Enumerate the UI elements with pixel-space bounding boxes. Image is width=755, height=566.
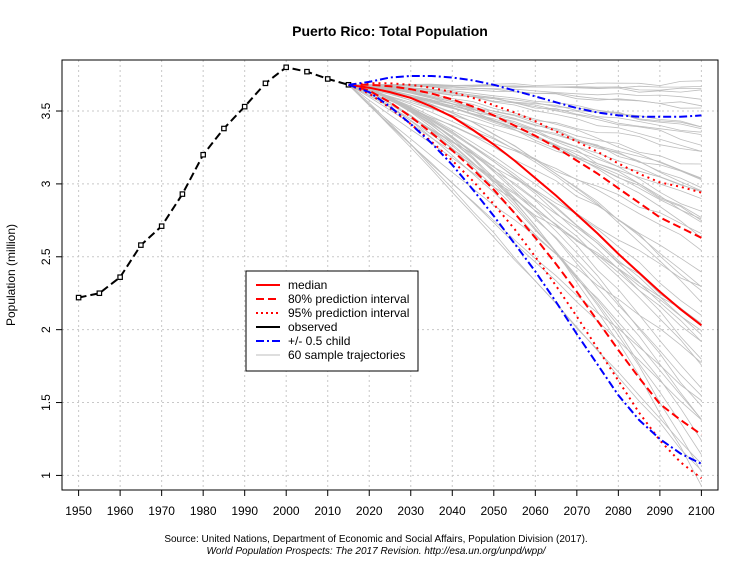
trajectory-10 [348, 84, 702, 146]
series-lines [75, 64, 703, 480]
observed-point-2 [117, 274, 123, 280]
trajectory-45 [348, 84, 702, 181]
x-tick-label-0: 1950 [65, 504, 92, 518]
observed-point-6 [200, 151, 206, 158]
trajectory-36 [348, 84, 702, 251]
trajectory-22 [348, 84, 702, 465]
trajectory-53 [348, 84, 702, 93]
x-tick-label-9: 2040 [439, 504, 466, 518]
trajectory-26 [348, 84, 702, 441]
y-tick-label-4: 3 [39, 180, 53, 187]
trajectory-5 [348, 84, 702, 165]
legend-label-1: 80% prediction interval [288, 292, 409, 306]
trajectory-49 [348, 84, 702, 288]
source-line-2: World Population Prospects: The 2017 Rev… [206, 546, 546, 557]
trajectory-44 [348, 84, 702, 199]
trajectory-51 [348, 84, 702, 471]
y-tick-label-2: 2 [39, 326, 53, 333]
x-tick-label-7: 2020 [356, 504, 383, 518]
observed-point-7 [221, 125, 227, 132]
x-tick-label-10: 2050 [480, 504, 507, 518]
x-tick-label-14: 2090 [647, 504, 674, 518]
trajectory-59 [348, 84, 702, 223]
y-axis: 1 1.5 2 2.5 3 3.5 [39, 102, 62, 479]
series-line-1 [348, 83, 703, 327]
observed-point-0 [75, 294, 82, 301]
trajectory-48 [348, 84, 702, 109]
series-line-2 [348, 83, 702, 239]
observed-point-12 [324, 76, 331, 82]
x-tick-label-11: 2060 [522, 504, 549, 518]
observed-point-10 [283, 64, 290, 71]
trajectory-57 [348, 84, 702, 366]
trajectory-56 [348, 84, 702, 316]
trajectory-37 [348, 84, 702, 273]
x-tick-label-4: 1990 [231, 504, 258, 518]
source-line-1: Source: United Nations, Department of Ec… [164, 534, 587, 545]
chart-title: Puerto Rico: Total Population [292, 23, 488, 39]
series-line-0 [78, 66, 349, 299]
trajectory-54 [348, 84, 702, 407]
trajectory-52 [348, 84, 702, 364]
y-tick-label-3: 2.5 [39, 248, 53, 265]
y-axis-label: Population (million) [4, 224, 18, 326]
legend-box [245, 270, 419, 372]
y-tick-label-1: 1.5 [39, 394, 53, 411]
legend-label-3: observed [288, 320, 337, 334]
x-axis: 1950 1960 1970 1980 1990 2000 2010 2020 2030 2040… [65, 490, 715, 518]
legend-label-0: median [288, 278, 327, 292]
observed-point-9 [262, 80, 269, 87]
trajectory-6 [348, 84, 702, 212]
observed-point-5 [179, 191, 186, 197]
series-line-7 [348, 83, 702, 465]
observed-point-1 [96, 290, 103, 297]
x-tick-label-5: 2000 [273, 504, 300, 518]
observed-point-4 [158, 223, 165, 229]
x-tick-label-2: 1970 [148, 504, 175, 518]
y-tick-label-0: 1 [39, 472, 53, 479]
x-tick-label-1: 1960 [107, 504, 134, 518]
trajectory-33 [348, 84, 702, 221]
trajectory-42 [348, 84, 702, 133]
trajectory-31 [348, 84, 702, 473]
observed-point-11 [304, 68, 310, 75]
y-tick-label-5: 3.5 [39, 102, 53, 119]
x-tick-label-3: 1980 [190, 504, 217, 518]
series-line-4 [348, 82, 702, 194]
trajectory-12 [348, 84, 702, 401]
legend-label-5: 60 sample trajectories [288, 348, 405, 362]
trajectory-29 [348, 84, 702, 130]
x-tick-label-8: 2030 [397, 504, 424, 518]
trajectory-55 [348, 84, 702, 135]
series-line-6 [348, 75, 702, 118]
trajectory-32 [348, 80, 702, 87]
trajectory-9 [348, 84, 702, 287]
x-tick-label-15: 2100 [688, 504, 715, 518]
trajectory-25 [348, 84, 702, 342]
observed-point-8 [241, 103, 248, 110]
legend-label-2: 95% prediction interval [288, 306, 409, 320]
trajectory-34 [348, 84, 702, 420]
x-tick-label-6: 2010 [314, 504, 341, 518]
plot-frame [61, 59, 719, 491]
series-line-3 [348, 83, 702, 436]
observed-point-3 [138, 242, 144, 248]
trajectory-38 [348, 84, 702, 455]
x-tick-label-13: 2080 [605, 504, 632, 518]
legend-label-4: +/- 0.5 child [288, 334, 350, 348]
x-tick-label-12: 2070 [563, 504, 590, 518]
